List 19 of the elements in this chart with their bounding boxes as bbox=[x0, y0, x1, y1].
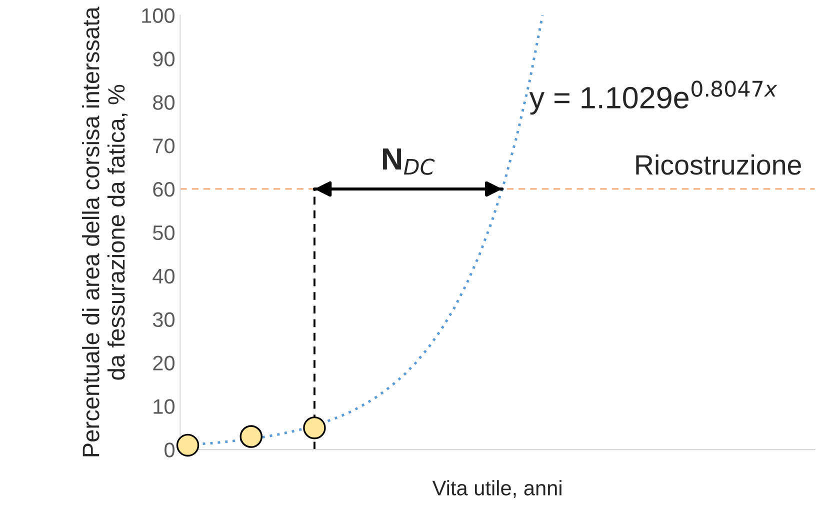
y-tick-label: 80 bbox=[153, 95, 175, 110]
y-tick-label: 0 bbox=[164, 442, 175, 458]
ref-line-label: Ricostruzione bbox=[636, 154, 801, 175]
x-axis-title: Vita utile, anni bbox=[432, 480, 562, 498]
y-tick-label: 90 bbox=[153, 52, 175, 66]
y-tick-label: 30 bbox=[152, 312, 175, 328]
point bbox=[176, 434, 200, 457]
y-tick-label: 100 bbox=[142, 8, 175, 23]
annotation: y = 1.1029e$^{0.8047x}$ bbox=[529, 80, 778, 115]
y-tick-label: 50 bbox=[152, 225, 175, 240]
annotation: N$_{DC}$ bbox=[383, 148, 435, 175]
y-tick-label: 60 bbox=[153, 182, 175, 197]
point bbox=[240, 425, 262, 448]
y-axis-title: Percentuale di area della corsisa interssata da fessurazione da fatica, % bbox=[82, 6, 128, 456]
point bbox=[303, 416, 326, 440]
y-tick-label: 40 bbox=[152, 268, 175, 284]
y-tick-label: 70 bbox=[153, 138, 175, 154]
y-tick-label: 10 bbox=[154, 399, 175, 414]
y-tick-label: 20 bbox=[153, 356, 175, 370]
